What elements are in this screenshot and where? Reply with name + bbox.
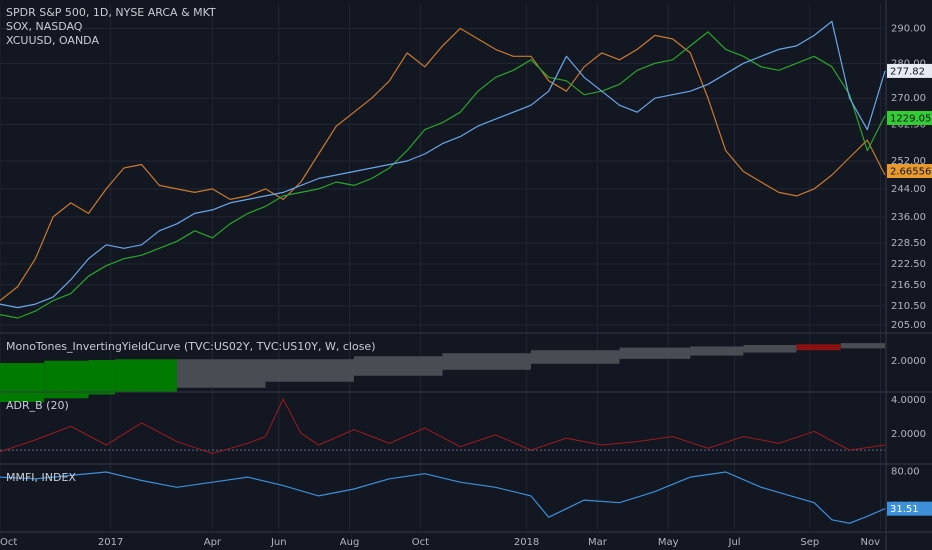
x-tick-label-2: Apr [204,537,222,548]
main-y-tick-label-7: 228.50 [891,238,926,249]
mmfi-line [0,471,886,524]
xcuusd-last-value-tag-bg [887,164,932,178]
main-legend-0: SPDR S&P 500, 1D, NYSE ARCA & MKT [6,6,216,19]
mmfi-y-tick-label-0: 80.00 [891,466,920,477]
yield-y-tick-label: 2.0000 [891,356,926,367]
yield-band-3 [115,359,177,393]
main-y-tick-label-5: 244.00 [891,184,926,195]
main-y-tick-label-0: 290.00 [891,23,926,34]
grid [0,4,885,530]
adr-y-tick-label-1: 2.0000 [891,429,926,440]
yield-band-7 [442,353,531,370]
main-y-tick-label-8: 222.50 [891,259,926,270]
main-legend-2: XCUUSD, OANDA [6,34,99,47]
yield-band-1 [44,360,89,399]
main-y-tick-label-11: 205.00 [891,320,926,331]
x-tick-label-8: May [658,537,679,548]
x-tick-label-9: Jul [728,537,741,548]
yield-band-9 [619,347,691,359]
adr-plot [0,397,886,455]
adr-y-tick-label-0: 4.0000 [891,395,926,406]
adr-line [0,397,886,455]
main-plot [0,20,886,319]
x-tick-label-11: Nov [860,537,880,548]
xcuusd-line [0,27,886,302]
sox-last-value-tag-label: 1229.05 [890,114,931,125]
spy-last-value-tag-label: 277.82 [890,66,925,77]
x-tick-label-0: Oct [0,537,17,548]
yield-band-10 [690,346,744,356]
yield-band-12 [796,344,841,351]
x-tick-label-6: 2018 [514,537,539,548]
yield-band-13 [840,343,885,349]
yield-band-11 [743,345,797,353]
mmfi-last-value-tag-label: 31.51 [890,504,919,515]
mmfi-plot [0,471,886,524]
main-y-tick-label-9: 216.50 [891,280,926,291]
x-tick-label-5: Oct [412,537,429,548]
x-tick-label-4: Aug [340,537,360,548]
mmfi-legend: MMFI, INDEX [6,471,76,484]
sox-line [0,31,886,319]
main-y-tick-label-10: 210.50 [891,301,926,312]
x-tick-label-1: 2017 [98,537,123,548]
yield-band-6 [354,356,443,376]
yield-band-8 [531,350,620,364]
x-tick-label-7: Mar [588,537,608,548]
main-y-tick-label-2: 270.00 [891,93,926,104]
spy-line [0,20,886,309]
yield-band-5 [265,359,354,382]
adr-legend: ADR_B (20) [6,399,69,412]
axes: 290.00280.00270.00262.50252.00244.00236.… [0,23,932,548]
x-tick-label-10: Sep [800,537,819,548]
yield-band-4 [177,359,266,388]
yield-band-0 [0,363,45,402]
main-legend-1: SOX, NASDAQ [6,20,83,33]
yield-band-2 [88,360,116,395]
main-y-tick-label-6: 236.00 [891,212,926,223]
main-y-tick-label-4: 252.00 [891,156,926,167]
yield-legend: MonoTones_InvertingYieldCurve (TVC:US02Y… [6,340,375,353]
yield-curve-plot [0,343,885,402]
x-tick-label-3: Jun [270,537,287,548]
spy-last-value-tag-bg [887,63,932,78]
main-y-tick-label-1: 280.00 [891,58,926,69]
sox-last-value-tag-bg [887,111,932,125]
xcuusd-last-value-tag-label: 2.66556 [890,167,931,178]
mmfi-last-value-tag-bg [887,501,932,516]
